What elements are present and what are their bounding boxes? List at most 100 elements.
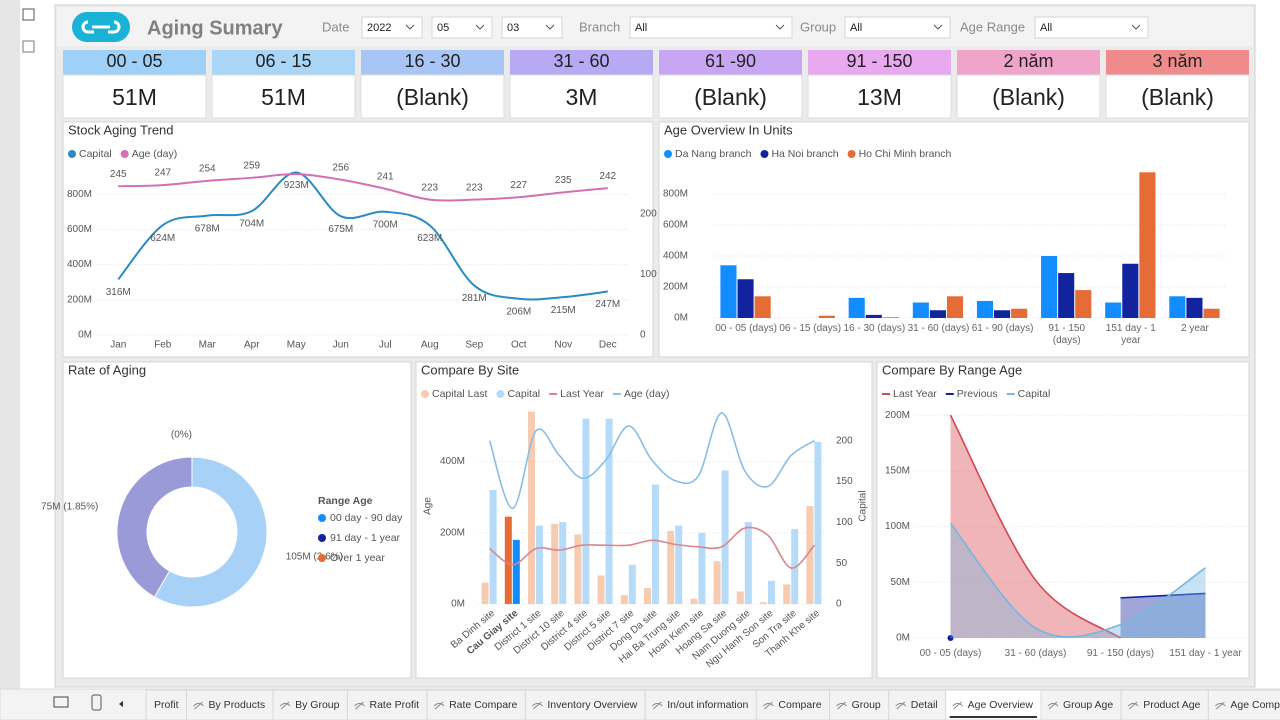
data-label: 678M	[195, 223, 220, 234]
page-tab[interactable]	[524, 689, 646, 720]
x-tick-label: 31 - 60 (days)	[907, 323, 970, 334]
kpi-card	[956, 74, 1101, 119]
bar	[1169, 296, 1186, 318]
page-tab-label: Age Compare	[1230, 699, 1280, 711]
kpi-card	[658, 74, 803, 119]
bar	[582, 418, 590, 604]
bar	[620, 595, 628, 604]
dropdown-chevron	[775, 24, 785, 30]
x-tick-label-box: 91 - 150 (days)	[1087, 648, 1154, 659]
page-tab[interactable]	[644, 689, 757, 720]
filter-label: Date	[322, 19, 349, 34]
kpi-value: 13M	[857, 84, 902, 110]
dropdown-value: All	[1040, 22, 1052, 34]
bar	[1075, 290, 1092, 318]
hidden-page-icon	[354, 701, 365, 710]
page-tab-label: In/out information	[667, 699, 748, 711]
visual-title: Age Overview In Units	[664, 122, 793, 137]
legend-swatch	[664, 150, 672, 158]
data-label: 245	[110, 169, 127, 180]
series-point	[947, 635, 954, 641]
page-tab[interactable]	[829, 689, 890, 720]
data-label: 75M (1.85%)	[41, 502, 98, 513]
data-label: 206M	[506, 306, 531, 317]
x-tick-label-box: 31 - 60 (days)	[907, 323, 970, 334]
page-tab-label: Age Overview	[968, 699, 1034, 711]
dropdown[interactable]	[1034, 16, 1149, 39]
dropdown[interactable]	[361, 16, 423, 39]
data-label: 704M	[239, 219, 264, 230]
series-line	[118, 173, 608, 202]
x-tick-label-box: 151 day - 1 year	[1169, 648, 1241, 659]
page-tab-label: Group Age	[1063, 699, 1113, 711]
bar	[713, 561, 721, 604]
report-icon[interactable]	[22, 8, 35, 21]
kpi-header	[361, 50, 504, 75]
legend-swatch	[68, 150, 76, 158]
dropdown[interactable]	[629, 16, 793, 39]
y-tick-label: 200	[836, 435, 853, 446]
page-tab-label: Rate Profit	[369, 699, 419, 711]
x-tick-label: Nov	[554, 340, 572, 351]
kpi-card	[807, 74, 952, 119]
y-tick-label: 0	[836, 599, 842, 610]
legend-label: Age (day)	[132, 148, 178, 160]
kpi-header	[510, 50, 653, 75]
x-tick-label: Jan	[110, 340, 126, 351]
page-tab[interactable]	[186, 689, 274, 720]
hidden-page-icon	[532, 701, 543, 710]
bar	[1105, 302, 1122, 318]
page-tab[interactable]	[1120, 689, 1209, 720]
hidden-page-icon	[836, 701, 847, 710]
tab-scroll-left[interactable]	[119, 701, 123, 707]
bar	[882, 317, 899, 318]
x-tick-label: 61 - 90 (days)	[971, 323, 1034, 334]
kpi-header	[1106, 50, 1249, 75]
x-tick-label: 151 day - 1 year	[1105, 323, 1156, 346]
x-tick-label: Sep	[465, 340, 483, 351]
legend-label: 91 day - 1 year	[330, 532, 401, 544]
kpi-card	[360, 74, 505, 119]
legend-swatch	[760, 150, 769, 158]
bar	[946, 296, 964, 318]
kpi-label: 61 -90	[705, 51, 756, 71]
dropdown[interactable]	[844, 16, 951, 39]
kpi-card	[211, 74, 356, 119]
y-tick-label: 600M	[663, 220, 688, 231]
legend-label: Previous	[957, 388, 998, 400]
legend-swatch	[496, 390, 505, 398]
y-tick-label: 200M	[885, 410, 910, 421]
bar	[865, 314, 882, 318]
kpi-card	[509, 74, 654, 119]
bar	[504, 516, 512, 604]
dropdown-chevron	[1131, 24, 1141, 30]
y-tick-label: 0M	[78, 330, 92, 341]
bar	[929, 310, 946, 318]
mobile-view-icon[interactable]	[91, 694, 102, 711]
kpi-label: 16 - 30	[404, 51, 460, 71]
bar	[574, 534, 582, 604]
kpi-header	[957, 50, 1100, 75]
bar	[481, 582, 489, 604]
bar	[976, 300, 994, 318]
y-tick-label: 800M	[67, 189, 92, 200]
legend-label: Capital	[507, 388, 540, 400]
pie-slice	[153, 456, 268, 608]
x-tick-label: Jun	[333, 340, 349, 351]
x-tick-label: Mar	[199, 340, 217, 351]
filter-label: Branch	[579, 19, 620, 34]
x-tick-label: 00 - 05 (days)	[919, 648, 982, 659]
dropdown[interactable]	[431, 16, 493, 39]
dropdown-value: All	[850, 22, 862, 34]
bar	[760, 602, 767, 604]
dropdown[interactable]	[501, 16, 563, 39]
x-tick-label: 2 year	[1181, 323, 1209, 334]
legend-swatch	[847, 150, 856, 158]
data-icon[interactable]	[22, 40, 35, 53]
dropdown-chevron	[933, 24, 943, 30]
data-label: 259	[243, 160, 260, 171]
y-tick-label: 800M	[663, 189, 688, 200]
bar	[628, 564, 636, 604]
y-tick-label: 100M	[885, 521, 910, 532]
desktop-view-icon[interactable]	[53, 696, 69, 708]
